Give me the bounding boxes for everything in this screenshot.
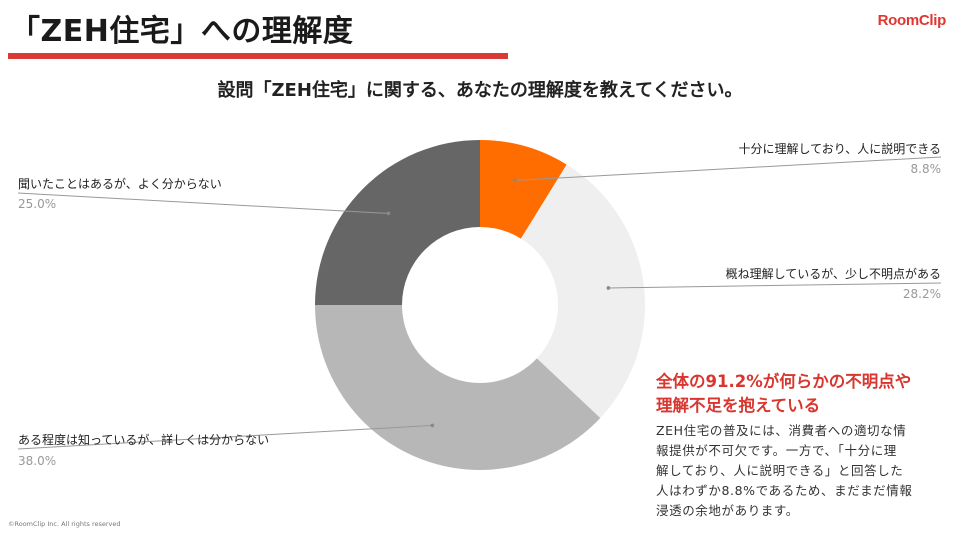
- slide-title: 「ZEH住宅」への理解度: [10, 14, 354, 49]
- callout-body: ZEH住宅の普及には、消費者への適切な情 報提供が不可欠です。一方で、「十分に理…: [656, 421, 946, 521]
- leader-line-1: [608, 282, 942, 289]
- donut-slice-3: [315, 140, 480, 305]
- callout-heading-line-1: 全体の91.2%が何らかの不明点や: [656, 372, 912, 391]
- legend-value-1: 28.2%: [903, 287, 941, 301]
- survey-question: 設問「ZEH住宅」に関する、あなたの理解度を教えてください。: [217, 80, 743, 101]
- legend-label-0: 十分に理解しており、人に説明できる: [738, 141, 941, 156]
- leader-dot-3: [386, 211, 391, 216]
- leader-dot-0: [513, 178, 518, 183]
- leader-dot-1: [606, 286, 611, 290]
- donut-slice-1: [520, 164, 646, 418]
- callout-body-line-1: ZEH住宅の普及には、消費者への適切な情: [656, 423, 907, 438]
- donut-slices: [315, 140, 646, 470]
- donut-slice-2: [315, 305, 601, 470]
- legend-value-0: 8.8%: [911, 162, 942, 176]
- leader-line-2: [17, 424, 433, 450]
- legend-label-2: ある程度は知っているが、詳しくは分からない: [18, 432, 269, 447]
- legend-value-2: 38.0%: [18, 454, 56, 468]
- callout-body-line-3: 解しており、人に説明できる」と回答した: [656, 463, 904, 478]
- copyright-notice: ©RoomClip Inc. All rights reserved: [8, 520, 121, 528]
- leader-line-3: [17, 192, 389, 214]
- leader-lines: [17, 156, 942, 450]
- legend-value-3: 25.0%: [18, 197, 56, 211]
- leader-dot-2: [430, 423, 435, 428]
- roomclip-logo: RoomClip: [877, 12, 947, 29]
- legend-label-1: 概ね理解しているが、少し不明点がある: [726, 266, 941, 281]
- title-underline-bar: [8, 53, 508, 59]
- callout-heading-line-2: 理解不足を抱えている: [656, 396, 821, 415]
- legend-label-3: 聞いたことはあるが、よく分からない: [18, 176, 222, 191]
- leader-line-0: [515, 156, 942, 181]
- callout-body-line-5: 浸透の余地があります。: [656, 503, 799, 518]
- callout-body-line-2: 報提供が不可欠です。一方で、「十分に理: [656, 443, 897, 458]
- donut-slice-0: [480, 140, 567, 239]
- callout-heading: 全体の91.2%が何らかの不明点や 理解不足を抱えている: [656, 370, 946, 418]
- callout-body-line-4: 人はわずか8.8%であるため、まだまだ情報: [656, 483, 913, 498]
